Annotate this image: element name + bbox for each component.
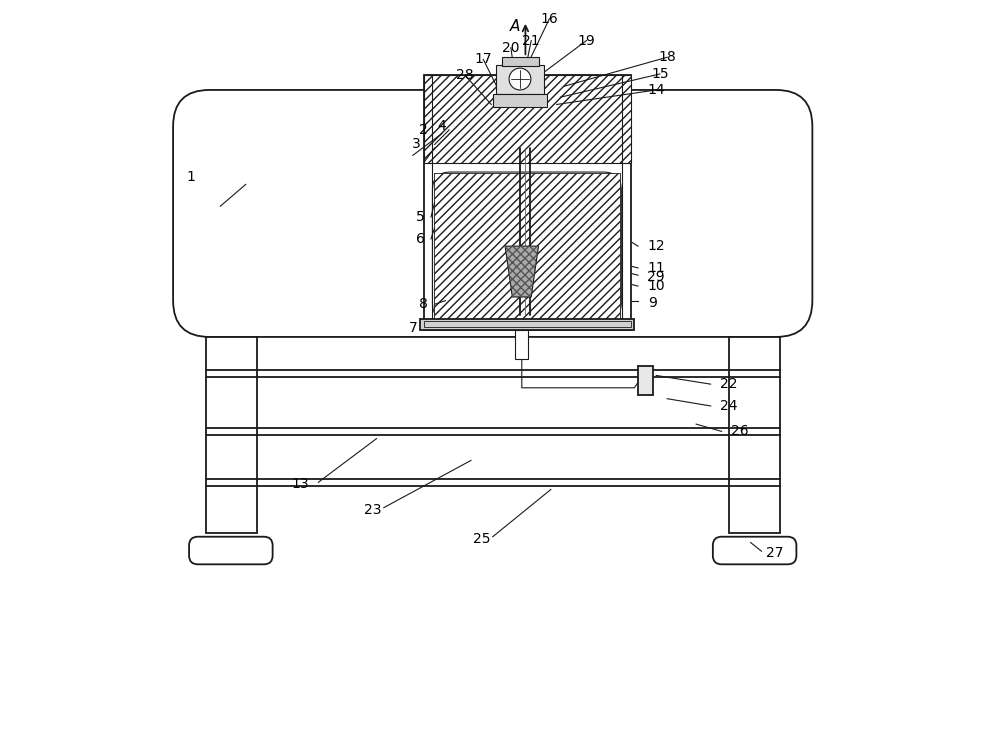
FancyBboxPatch shape [713,537,796,564]
Bar [638,366,653,395]
Text: 20: 20 [502,41,520,55]
Text: 28: 28 [456,68,474,83]
Text: 26: 26 [731,425,749,438]
Text: 24: 24 [720,399,738,413]
Text: 8: 8 [419,297,428,311]
Bar [729,337,780,533]
Text: 9: 9 [648,296,657,310]
FancyBboxPatch shape [189,537,273,564]
Text: 23: 23 [364,503,382,517]
Bar [434,173,620,319]
Text: 14: 14 [647,83,665,97]
Bar [515,329,528,359]
Text: 3: 3 [412,138,421,152]
Text: 21: 21 [522,34,540,48]
Bar [493,94,547,107]
FancyBboxPatch shape [173,90,812,337]
Text: 27: 27 [766,545,783,560]
Text: 10: 10 [647,279,665,293]
Bar [424,75,631,163]
Bar [424,321,631,327]
Bar [206,337,257,533]
Text: 29: 29 [647,269,665,283]
Text: 2: 2 [419,123,428,137]
Bar [502,57,539,66]
Text: 11: 11 [647,261,665,275]
Bar [420,318,634,329]
Text: 7: 7 [408,321,417,335]
Text: 5: 5 [416,210,424,224]
Text: 12: 12 [647,239,665,253]
Text: 19: 19 [578,34,595,48]
Text: 15: 15 [651,67,669,81]
Bar [424,75,631,329]
Text: 18: 18 [658,51,676,64]
Text: 17: 17 [474,53,492,67]
FancyBboxPatch shape [432,172,621,321]
Circle shape [509,68,531,90]
Polygon shape [505,246,539,297]
Text: 16: 16 [541,12,558,26]
Text: 22: 22 [720,377,738,391]
Bar [496,64,544,94]
Text: A: A [509,18,520,34]
Text: 4: 4 [438,119,446,133]
Text: 25: 25 [473,532,491,546]
Text: 1: 1 [187,170,196,184]
Text: 6: 6 [416,232,425,246]
Text: 13: 13 [291,477,309,490]
